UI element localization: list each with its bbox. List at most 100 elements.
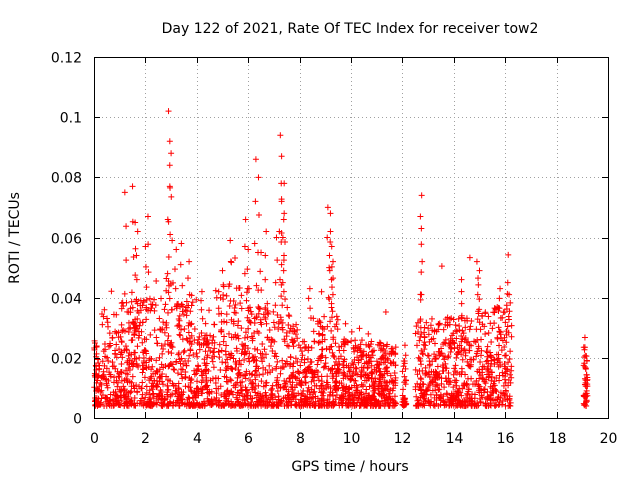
data-point bbox=[368, 338, 375, 345]
data-point bbox=[307, 314, 314, 321]
data-point bbox=[483, 358, 490, 365]
data-point bbox=[430, 335, 437, 342]
data-point bbox=[274, 257, 281, 264]
data-point bbox=[242, 329, 249, 336]
data-point bbox=[348, 376, 355, 383]
data-point bbox=[258, 321, 265, 328]
data-point bbox=[375, 390, 382, 397]
data-point bbox=[145, 269, 152, 276]
data-point bbox=[158, 373, 165, 380]
data-point bbox=[418, 269, 425, 276]
data-point bbox=[257, 393, 264, 400]
data-point bbox=[166, 341, 173, 348]
data-point bbox=[198, 288, 205, 295]
data-point bbox=[119, 354, 126, 361]
data-point bbox=[438, 263, 445, 270]
data-point bbox=[322, 354, 329, 361]
data-point bbox=[380, 387, 387, 394]
data-point bbox=[251, 240, 258, 247]
data-point bbox=[119, 299, 126, 306]
data-point bbox=[248, 380, 255, 387]
data-point bbox=[500, 382, 507, 389]
data-point bbox=[95, 395, 102, 402]
data-point bbox=[104, 319, 111, 326]
data-point bbox=[347, 392, 354, 399]
data-point bbox=[456, 342, 463, 349]
data-point bbox=[253, 282, 260, 289]
data-point bbox=[109, 334, 116, 341]
data-point bbox=[435, 326, 442, 333]
data-point bbox=[243, 387, 250, 394]
data-point bbox=[247, 377, 254, 384]
data-point bbox=[419, 258, 426, 265]
data-point bbox=[440, 326, 447, 333]
data-point bbox=[295, 399, 302, 406]
data-point bbox=[286, 398, 293, 405]
data-point bbox=[426, 374, 433, 381]
data-point bbox=[451, 365, 458, 372]
data-point bbox=[279, 357, 286, 364]
data-point bbox=[124, 395, 131, 402]
data-point bbox=[283, 358, 290, 365]
data-point bbox=[165, 386, 172, 393]
data-point bbox=[122, 343, 129, 350]
data-point bbox=[239, 341, 246, 348]
data-point bbox=[327, 318, 334, 325]
data-point bbox=[96, 401, 103, 408]
data-point bbox=[218, 318, 225, 325]
data-point bbox=[222, 359, 229, 366]
data-point bbox=[328, 243, 335, 250]
data-point bbox=[318, 288, 325, 295]
data-point bbox=[271, 324, 278, 331]
data-point bbox=[305, 347, 312, 354]
data-point bbox=[189, 299, 196, 306]
data-point bbox=[101, 362, 108, 369]
data-point bbox=[326, 264, 333, 271]
data-point bbox=[310, 377, 317, 384]
data-point bbox=[280, 288, 287, 295]
data-point bbox=[206, 390, 213, 397]
data-point bbox=[105, 358, 112, 365]
data-point bbox=[327, 385, 334, 392]
data-point bbox=[249, 371, 256, 378]
data-point bbox=[581, 375, 588, 382]
data-point bbox=[238, 325, 245, 332]
data-point bbox=[305, 295, 312, 302]
data-point bbox=[581, 334, 588, 341]
data-point bbox=[433, 391, 440, 398]
data-point bbox=[449, 332, 456, 339]
data-point bbox=[143, 365, 150, 372]
data-point bbox=[187, 379, 194, 386]
data-point bbox=[284, 401, 291, 408]
data-point bbox=[262, 252, 269, 259]
data-point bbox=[484, 349, 491, 356]
data-point bbox=[153, 357, 160, 364]
data-point bbox=[278, 229, 285, 236]
data-point bbox=[190, 351, 197, 358]
data-point bbox=[468, 342, 475, 349]
data-point bbox=[489, 325, 496, 332]
data-point bbox=[419, 393, 426, 400]
data-point bbox=[323, 345, 330, 352]
data-point bbox=[188, 376, 195, 383]
data-point bbox=[298, 378, 305, 385]
data-point bbox=[150, 382, 157, 389]
data-point bbox=[485, 368, 492, 375]
data-point bbox=[392, 362, 399, 369]
data-point bbox=[133, 252, 140, 259]
data-point bbox=[172, 285, 179, 292]
data-point bbox=[308, 378, 315, 385]
data-point bbox=[316, 331, 323, 338]
data-point bbox=[377, 380, 384, 387]
data-point bbox=[106, 330, 113, 337]
data-point bbox=[317, 382, 324, 389]
data-point bbox=[310, 328, 317, 335]
data-point bbox=[383, 383, 390, 390]
data-point bbox=[392, 344, 399, 351]
data-point bbox=[160, 319, 167, 326]
data-point bbox=[502, 319, 509, 326]
data-point bbox=[289, 393, 296, 400]
data-point bbox=[228, 365, 235, 372]
data-point bbox=[356, 325, 363, 332]
data-point bbox=[419, 402, 426, 409]
